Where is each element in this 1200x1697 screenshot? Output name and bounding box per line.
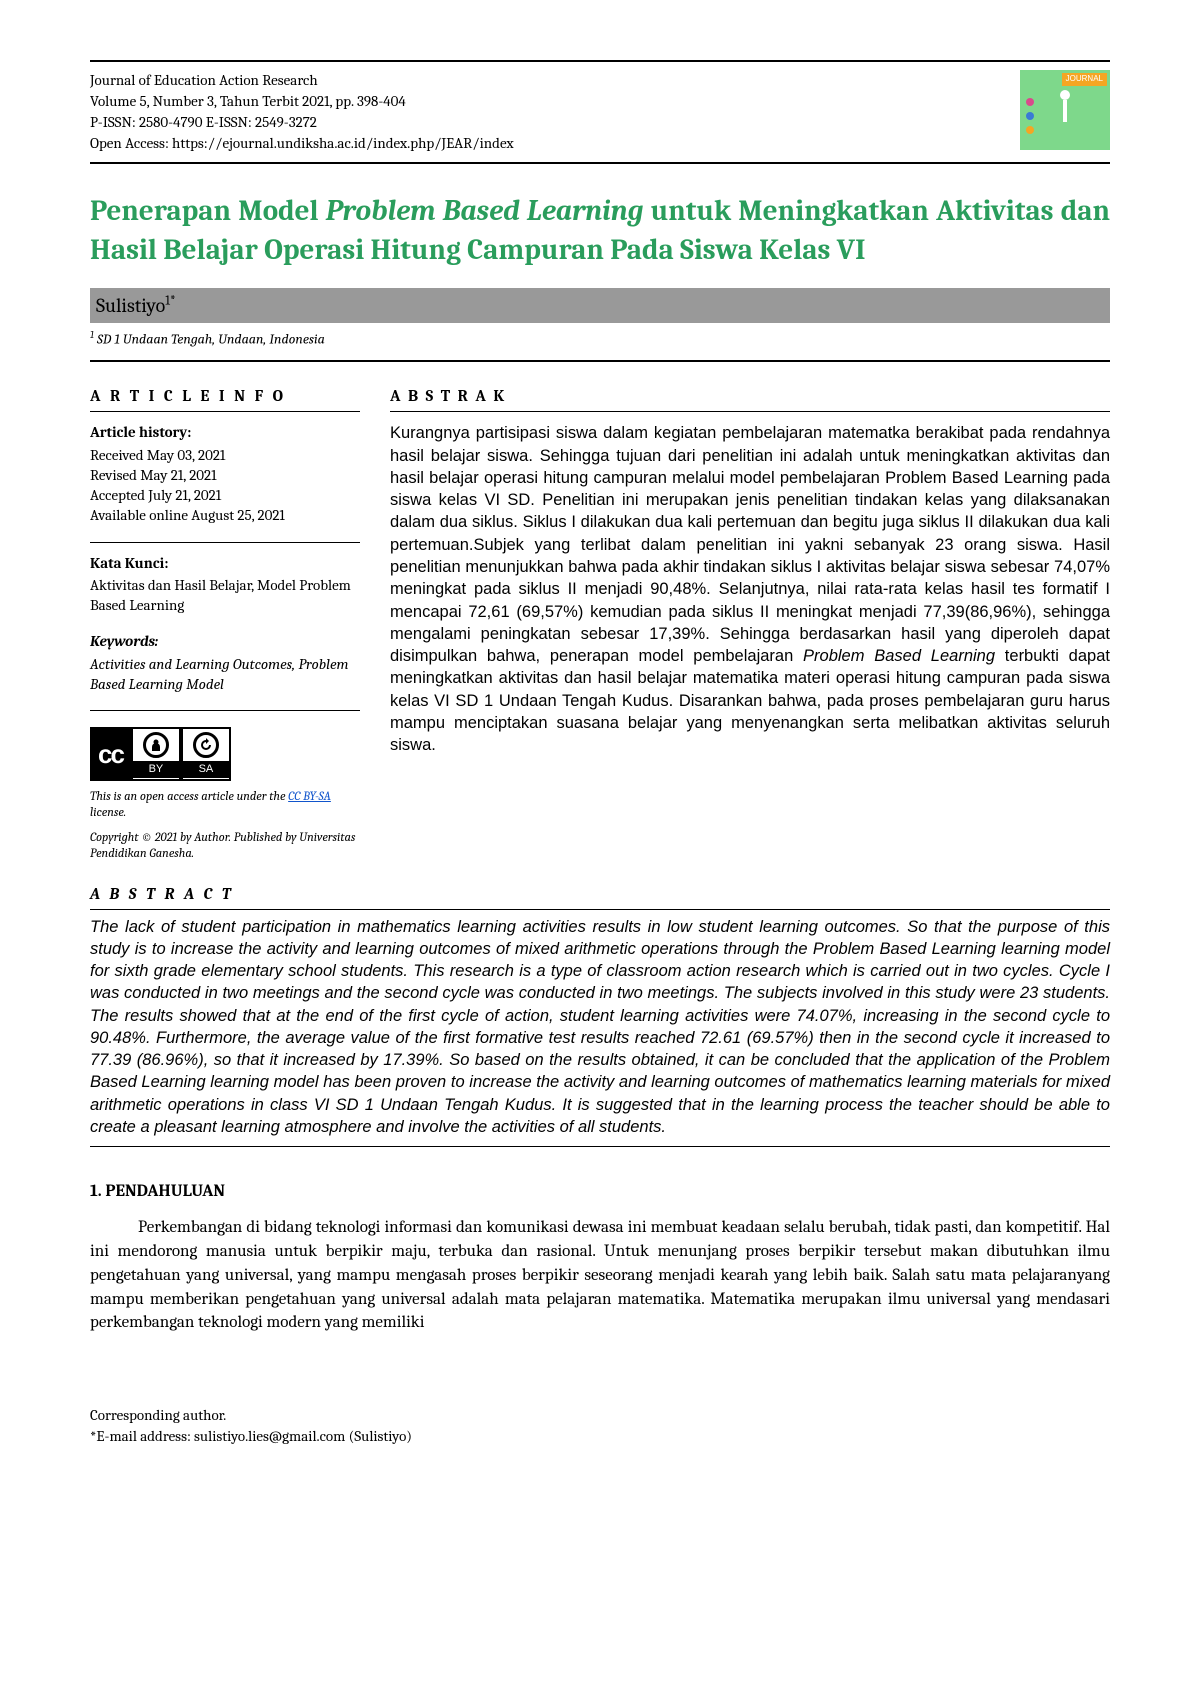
abstract-en-body: The lack of student participation in mat…: [90, 916, 1110, 1148]
divider: [90, 542, 360, 543]
logo-tag: JOURNAL: [1062, 73, 1107, 86]
cc-by-label: BY: [133, 761, 179, 778]
journal-logo: JOURNAL: [1020, 70, 1110, 150]
accepted-date: Accepted July 21, 2021: [90, 485, 360, 505]
affiliation-text: SD 1 Undaan Tengah, Undaan, Indonesia: [94, 331, 325, 348]
abstract-en-heading: A B S T R A C T: [90, 884, 1110, 910]
logo-dot: [1026, 98, 1034, 106]
kata-kunci-block: Kata Kunci: Aktivitas dan Hasil Belajar,…: [90, 553, 360, 616]
person-icon: [143, 732, 169, 758]
kata-kunci-text: Aktivitas dan Hasil Belajar, Model Probl…: [90, 575, 360, 616]
title-part: Penerapan Model: [90, 195, 326, 228]
logo-dots: [1026, 98, 1034, 134]
runner-icon: [1050, 90, 1080, 130]
copyright-note: Copyright © 2021 by Author. Published by…: [90, 830, 360, 863]
affiliation: 1 SD 1 Undaan Tengah, Undaan, Indonesia: [90, 329, 1110, 362]
cc-note-text: license.: [90, 806, 126, 820]
abstrak-italic: Problem Based Learning: [803, 647, 995, 665]
abstrak-text: Kurangnya partisipasi siswa dalam kegiat…: [390, 424, 1110, 665]
abstrak-body: Kurangnya partisipasi siswa dalam kegiat…: [390, 422, 1110, 756]
cc-license-badge: cc BY SA: [90, 727, 231, 781]
cc-sa-cell: SA: [181, 727, 231, 781]
keywords-text: Activities and Learning Outcomes, Proble…: [90, 654, 360, 695]
open-access-line: Open Access: https://ejournal.undiksha.a…: [90, 133, 514, 154]
article-title: Penerapan Model Problem Based Learning u…: [90, 192, 1110, 270]
cc-note-text: This is an open access article under the: [90, 790, 288, 804]
author-name: Sulistiyo: [96, 294, 165, 317]
article-history: Article history: Received May 03, 2021 R…: [90, 422, 360, 525]
cc-license-link[interactable]: CC BY-SA: [288, 790, 331, 804]
cc-icon: cc: [90, 731, 131, 778]
cc-by-cell: BY: [131, 727, 181, 781]
issn-line: P-ISSN: 2580-4790 E-ISSN: 2549-3272: [90, 112, 514, 133]
page-header: Journal of Education Action Research Vol…: [90, 60, 1110, 164]
corresponding-author-footer: Corresponding author. *E-mail address: s…: [90, 1405, 1110, 1447]
history-head: Article history:: [90, 422, 360, 442]
available-date: Available online August 25, 2021: [90, 505, 360, 525]
share-alike-icon: [193, 732, 219, 758]
abstrak-column: A B S T R A K Kurangnya partisipasi sisw…: [390, 386, 1110, 862]
keywords-head: Keywords:: [90, 631, 360, 651]
cc-note: This is an open access article under the…: [90, 789, 360, 822]
author-bar: Sulistiyo1*: [90, 288, 1110, 323]
article-info-heading: A R T I C L E I N F O: [90, 386, 360, 413]
title-italic: Problem Based Learning: [326, 195, 644, 228]
info-abstract-row: A R T I C L E I N F O Article history: R…: [90, 386, 1110, 862]
cc-sa-label: SA: [183, 761, 229, 778]
volume-line: Volume 5, Number 3, Tahun Terbit 2021, p…: [90, 91, 514, 112]
divider: [90, 710, 360, 711]
revised-date: Revised May 21, 2021: [90, 465, 360, 485]
logo-dot: [1026, 126, 1034, 134]
received-date: Received May 03, 2021: [90, 445, 360, 465]
footer-line: *E-mail address: sulistiyo.lies@gmail.co…: [90, 1426, 1110, 1447]
logo-dot: [1026, 112, 1034, 120]
abstrak-heading: A B S T R A K: [390, 386, 1110, 413]
journal-meta: Journal of Education Action Research Vol…: [90, 70, 514, 154]
footer-line: Corresponding author.: [90, 1405, 1110, 1426]
article-info-column: A R T I C L E I N F O Article history: R…: [90, 386, 360, 862]
kata-kunci-head: Kata Kunci:: [90, 553, 360, 573]
keywords-block: Keywords: Activities and Learning Outcom…: [90, 631, 360, 694]
author-marker: 1*: [165, 294, 175, 309]
section-1-heading: 1. PENDAHULUAN: [90, 1181, 1110, 1204]
section-1-para: Perkembangan di bidang teknologi informa…: [90, 1216, 1110, 1335]
journal-name: Journal of Education Action Research: [90, 70, 514, 91]
